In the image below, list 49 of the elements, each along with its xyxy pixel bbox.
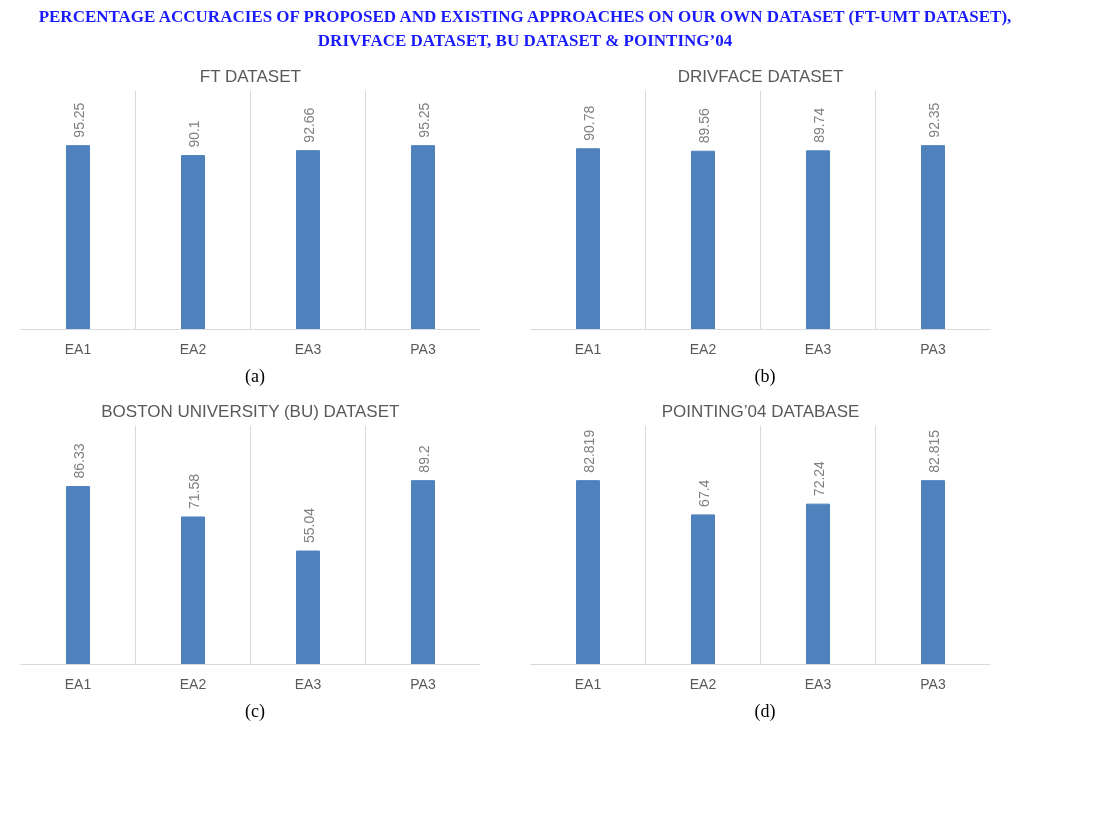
data-label: 90.1 [186,119,202,148]
x-tick-label: PA3 [410,340,436,357]
x-tick-label: PA3 [920,340,946,357]
bar [576,480,600,665]
text: (c) [245,700,265,724]
data-label: 95.25 [416,101,432,138]
chart-title: POINTING’04 DATABASE [661,401,860,421]
chart-title: FT DATASET [199,66,301,86]
text: (b) [754,364,776,388]
x-tick-label: EA3 [294,340,322,357]
text: PERCENTAGE ACCURACIES OF PROPOSED AND EXISTING APPROACHES ON OUR OWN DATASET (FT-UMT DATASET), DRIVFACE DATASET, BU DATASET & POINTING’04 [37,6,1013,53]
data-label: 82.819 [581,429,597,473]
x-tick-label: EA3 [294,675,322,692]
data-label: 89.2 [416,445,432,473]
data-label: 95.25 [71,101,87,138]
data-label: 90.78 [581,105,597,141]
data-label: 86.33 [71,443,87,479]
data-label: 72.24 [811,461,827,497]
text: (d) [754,700,776,724]
data-label: 92.35 [926,101,942,138]
bar [181,516,205,665]
data-label: 89.74 [811,107,827,143]
bar [296,550,320,665]
x-tick-label: PA3 [920,675,946,692]
bar [806,503,830,665]
bar [66,486,90,665]
x-tick-label: EA1 [64,340,92,357]
bar [411,480,435,665]
x-tick-label: EA2 [689,340,717,357]
chart-title: BOSTON UNIVERSITY (BU) DATASET [101,401,400,421]
x-tick-label: EA1 [574,675,602,692]
chart-title: DRIVFACE DATASET [677,66,844,86]
bar [691,514,715,665]
data-label: 89.56 [696,107,712,143]
data-label: 67.4 [696,479,712,508]
text: (a) [245,364,265,388]
data-label: 82.815 [926,429,942,473]
x-tick-label: EA3 [804,340,832,357]
x-tick-label: EA1 [64,675,92,692]
x-tick-label: EA1 [574,340,602,357]
x-tick-label: EA2 [179,340,207,357]
data-label: 92.66 [301,106,317,143]
x-tick-label: EA2 [689,675,717,692]
bar [921,480,945,665]
x-tick-label: PA3 [410,675,436,692]
data-label: 55.04 [301,508,317,544]
x-tick-label: EA2 [179,675,207,692]
x-tick-label: EA3 [804,675,832,692]
data-label: 71.58 [186,473,202,510]
